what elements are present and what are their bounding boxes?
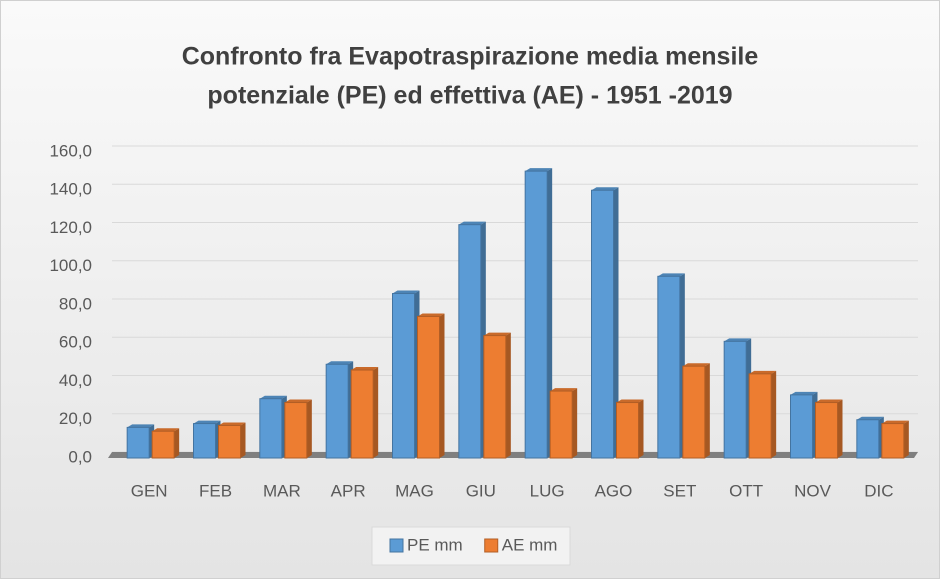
y-tick-label: 120,0 [49, 218, 92, 237]
bar-top [790, 391, 818, 395]
bar [682, 365, 706, 459]
bar-top [525, 168, 553, 172]
bar-top [483, 332, 511, 336]
y-tick-label: 0,0 [68, 447, 92, 466]
bar [856, 419, 880, 459]
x-tick-label: DIC [864, 481, 893, 500]
x-tick-label: AGO [595, 481, 633, 500]
bar [350, 369, 374, 459]
y-tick-label: 160,0 [49, 141, 92, 160]
bar [657, 275, 681, 459]
y-tick-label: 20,0 [59, 409, 92, 428]
bar-top [259, 395, 287, 399]
x-tick-label: NOV [794, 481, 832, 500]
bar-side [439, 313, 445, 458]
x-tick-label: OTT [729, 481, 763, 500]
chart-title: potenziale (PE) ed effettiva (AE) - 1951… [207, 82, 732, 110]
bar [790, 394, 813, 459]
bar-top [326, 361, 354, 365]
bar [458, 224, 482, 459]
bar-top [152, 428, 180, 432]
bar [325, 363, 349, 459]
bar [193, 423, 216, 459]
bar-side [771, 370, 777, 458]
x-tick-label: GIU [466, 481, 496, 500]
bar-side [638, 399, 644, 458]
x-tick-label: SET [663, 481, 696, 500]
bar-side [174, 428, 180, 458]
bar-top [881, 420, 909, 424]
bar-side [704, 363, 710, 458]
bar-top [193, 420, 221, 424]
bar-top [351, 367, 379, 371]
y-tick-label: 100,0 [49, 256, 92, 275]
bar [881, 423, 905, 459]
bar [748, 373, 772, 459]
bar-top [616, 399, 644, 403]
bar-top [657, 273, 685, 277]
bar-top [815, 399, 843, 403]
bar [591, 189, 614, 459]
bar-side [373, 367, 379, 458]
bar [151, 430, 175, 459]
bar-top [284, 399, 312, 403]
legend-label: AE mm [502, 535, 558, 554]
bar-top [417, 313, 445, 317]
x-tick-label: MAG [395, 481, 434, 500]
bar-top [749, 370, 777, 374]
bar-side [547, 168, 553, 458]
y-tick-label: 80,0 [59, 294, 92, 313]
legend-label: PE mm [407, 535, 463, 554]
bar-side [505, 332, 511, 458]
bar-side [613, 187, 619, 458]
x-tick-label: MAR [263, 481, 301, 500]
bar-side [572, 388, 578, 458]
bar-top [458, 221, 486, 225]
bar [126, 426, 150, 459]
bar [392, 293, 415, 459]
chart-title: Confronto fra Evapotraspirazione media m… [182, 43, 759, 71]
bar [259, 398, 283, 459]
bar [284, 402, 308, 459]
bar [549, 390, 573, 459]
bar-side [837, 399, 843, 458]
y-tick-label: 60,0 [59, 333, 92, 352]
bar-top [724, 338, 752, 342]
bar-side [306, 399, 312, 458]
bar [417, 315, 440, 459]
legend-swatch [484, 538, 499, 553]
bar-side [240, 422, 246, 458]
x-tick-label: LUG [530, 481, 565, 500]
bar [723, 340, 747, 459]
x-tick-label: GEN [131, 481, 168, 500]
bar-side [903, 420, 909, 458]
bar-top [127, 424, 155, 428]
legend-box [371, 526, 571, 566]
bar-top [591, 187, 619, 191]
bar [616, 402, 639, 459]
bar-top [550, 388, 578, 392]
x-tick-label: FEB [199, 481, 232, 500]
bar-top [682, 363, 710, 367]
bar-top [392, 290, 420, 294]
bar [218, 424, 241, 459]
bar [483, 335, 507, 459]
y-tick-label: 40,0 [59, 371, 92, 390]
bar [815, 402, 838, 459]
bar-top [218, 422, 246, 426]
bar [524, 170, 548, 459]
x-tick-label: APR [331, 481, 366, 500]
bar-top [856, 416, 884, 420]
legend-swatch [389, 538, 404, 553]
y-tick-label: 140,0 [49, 180, 92, 199]
